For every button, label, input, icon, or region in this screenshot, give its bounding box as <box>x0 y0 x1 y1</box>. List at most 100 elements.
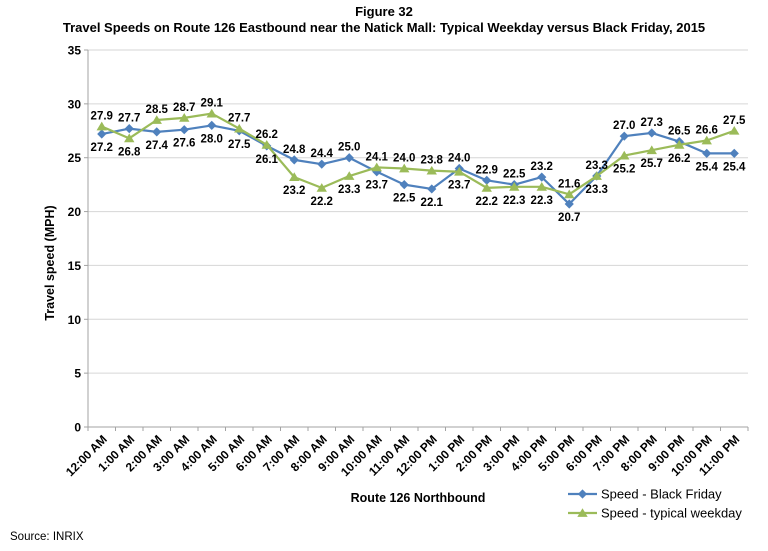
speed-typical-weekday-data-label: 23.8 <box>421 155 444 167</box>
speed-typical-weekday-marker <box>316 183 327 192</box>
speed-black-friday-data-label: 23.7 <box>366 180 388 192</box>
y-tick-label: 25 <box>68 151 82 165</box>
speed-black-friday-data-label: 22.9 <box>476 164 498 176</box>
speed-typical-weekday-data-label: 25.7 <box>641 158 663 170</box>
speed-typical-weekday-data-label: 22.3 <box>531 195 553 207</box>
speed-typical-weekday-data-label: 22.2 <box>476 196 498 208</box>
speed-typical-weekday-marker <box>124 133 135 143</box>
speed-black-friday-marker <box>647 128 657 138</box>
speed-typical-weekday-marker <box>151 115 162 124</box>
y-tick-label: 35 <box>68 44 82 58</box>
speed-typical-weekday-data-label: 28.7 <box>173 102 195 114</box>
chart-title: Travel Speeds on Route 126 Eastbound nea… <box>62 20 706 35</box>
speed-black-friday-data-label: 24.8 <box>283 144 306 156</box>
speed-black-friday-marker <box>207 120 217 130</box>
speed-typical-weekday-data-label: 27.9 <box>91 110 113 122</box>
speed-typical-weekday-data-label: 23.7 <box>448 180 470 192</box>
speed-typical-weekday-data-label: 25.2 <box>613 164 635 176</box>
speed-black-friday-data-label: 22.5 <box>393 193 416 205</box>
legend-label: Speed - typical weekday <box>601 506 742 521</box>
speed-typical-weekday-marker <box>234 123 245 133</box>
speed-black-friday-data-label: 27.3 <box>641 117 663 129</box>
speed-black-friday-data-label: 26.1 <box>256 154 279 166</box>
speed-black-friday-marker <box>537 172 547 182</box>
speed-black-friday-data-label: 25.4 <box>696 161 719 173</box>
speed-black-friday-marker <box>97 129 107 139</box>
speed-typical-weekday-data-label: 28.5 <box>146 104 169 116</box>
speed-typical-weekday-marker <box>371 162 382 172</box>
y-tick-label: 15 <box>68 259 82 273</box>
speed-black-friday-marker <box>482 175 492 185</box>
speed-typical-weekday-marker <box>289 172 300 182</box>
speed-typical-weekday-marker <box>426 165 437 175</box>
speed-black-friday-marker <box>152 127 162 137</box>
speed-typical-weekday-marker <box>729 125 740 135</box>
speed-typical-weekday-marker <box>701 135 712 145</box>
speed-black-friday-data-label: 20.7 <box>558 212 580 224</box>
speed-black-friday-marker <box>564 199 574 209</box>
speed-typical-weekday-marker <box>206 108 217 118</box>
speed-typical-weekday-marker <box>261 139 272 149</box>
y-tick-label: 10 <box>68 313 82 327</box>
speed-typical-weekday-marker <box>509 181 520 191</box>
speed-typical-weekday-data-label: 27.7 <box>228 113 250 125</box>
speed-black-friday-marker <box>619 131 629 141</box>
speed-typical-weekday-marker <box>646 145 657 155</box>
speed-black-friday-data-label: 22.1 <box>421 197 444 209</box>
speed-typical-weekday-data-label: 22.3 <box>503 195 525 207</box>
speed-typical-weekday-data-label: 29.1 <box>201 98 224 110</box>
speed-black-friday-marker <box>729 148 739 159</box>
speed-black-friday-data-label: 27.5 <box>228 139 251 151</box>
speed-typical-weekday-marker <box>536 181 547 191</box>
speed-black-friday-data-label: 22.5 <box>503 169 526 181</box>
source-note: Source: INRIX <box>10 531 84 543</box>
speed-typical-weekday-data-label: 24.1 <box>366 151 389 163</box>
speed-typical-weekday-data-label: 21.6 <box>558 178 580 190</box>
speed-black-friday-data-label: 24.0 <box>448 152 470 164</box>
speed-typical-weekday-data-label: 26.8 <box>118 146 141 158</box>
speed-black-friday-data-label: 27.7 <box>118 113 140 125</box>
speed-black-friday-data-label: 27.0 <box>613 120 635 132</box>
speed-black-friday-data-label: 25.0 <box>338 142 360 154</box>
speed-black-friday-data-label: 26.5 <box>668 126 691 138</box>
speed-black-friday-data-label: 24.4 <box>311 148 334 160</box>
speed-black-friday-data-label: 23.2 <box>531 161 553 173</box>
x-axis-title: Route 126 Northbound <box>350 491 486 505</box>
legend-triangle-icon <box>577 508 588 517</box>
legend-label: Speed - Black Friday <box>601 487 722 502</box>
speed-typical-weekday-data-label: 23.3 <box>338 184 360 196</box>
speed-typical-weekday-marker <box>179 113 190 122</box>
speed-typical-weekday-marker <box>96 121 107 131</box>
speed-typical-weekday-marker <box>564 189 575 199</box>
speed-typical-weekday-line <box>101 112 735 196</box>
speed-black-friday-marker <box>124 124 134 134</box>
speed-typical-weekday-marker <box>619 150 630 160</box>
speed-black-friday-marker <box>317 159 327 169</box>
y-tick-label: 0 <box>74 421 81 435</box>
speed-typical-weekday-marker <box>481 183 492 192</box>
speed-typical-weekday-data-label: 27.5 <box>723 115 746 127</box>
speed-black-friday-data-label: 25.4 <box>723 161 746 173</box>
speed-typical-weekday-marker <box>399 163 410 173</box>
speed-typical-weekday-data-label: 24.0 <box>393 152 415 164</box>
figure-number: Figure 32 <box>355 4 413 19</box>
y-tick-label: 20 <box>68 205 82 219</box>
speed-typical-weekday-data-label: 26.2 <box>256 129 278 141</box>
speed-black-friday-marker <box>289 155 299 165</box>
speed-typical-weekday-data-label: 23.3 <box>586 184 608 196</box>
speed-typical-weekday-data-label: 26.2 <box>668 153 690 165</box>
speed-black-friday-marker <box>399 180 409 190</box>
speed-typical-weekday-marker <box>344 171 355 180</box>
speed-typical-weekday-marker <box>591 171 602 180</box>
speed-typical-weekday-data-label: 23.2 <box>283 185 305 197</box>
speed-typical-weekday-data-label: 22.2 <box>311 196 333 208</box>
y-tick-label: 30 <box>68 97 82 111</box>
speed-black-friday-marker <box>427 184 437 194</box>
speed-typical-weekday-marker <box>674 139 685 149</box>
speed-black-friday-line <box>101 124 735 206</box>
speed-black-friday-data-label: 27.2 <box>91 142 113 154</box>
speed-black-friday-marker <box>702 148 712 159</box>
speed-black-friday-data-label: 23.3 <box>586 160 608 172</box>
